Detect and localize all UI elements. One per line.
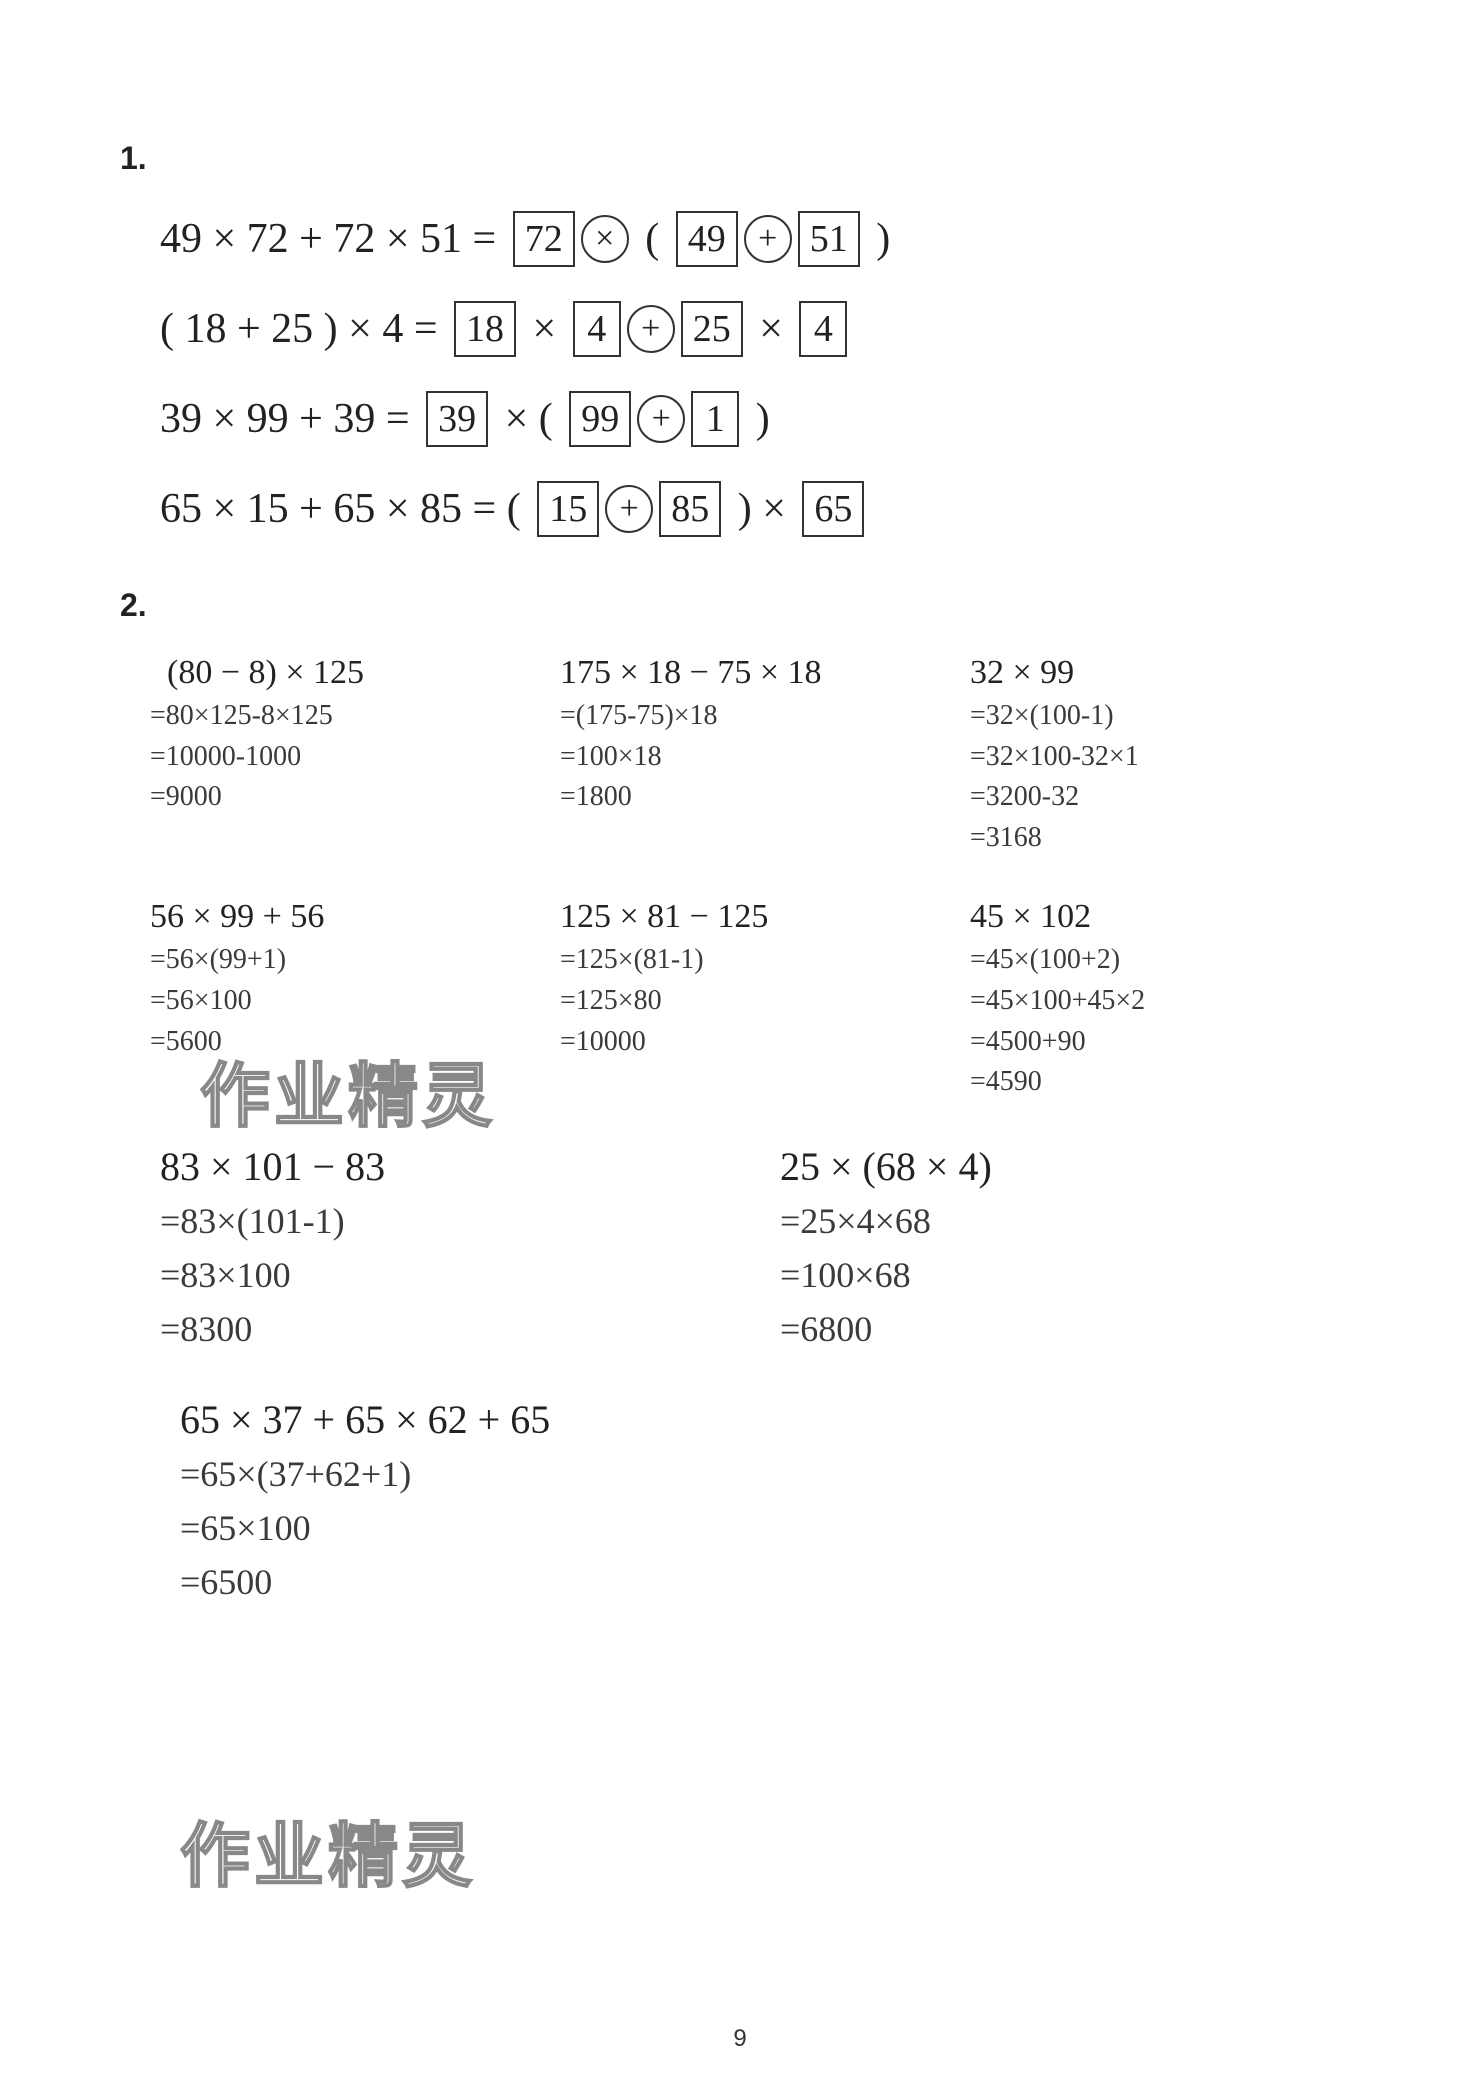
equation-text: 49 × 72 + 72 × 51 = (160, 215, 507, 263)
equation-text: × ( (494, 395, 563, 443)
equation-text: ) (866, 215, 891, 263)
circled-operator: × (581, 215, 629, 263)
boxed-value: 18 (454, 301, 516, 357)
circled-operator: + (744, 215, 792, 263)
calc-block: (80 − 8) × 125 =80×125-8×125=10000-1000=9… (150, 654, 540, 858)
calc-expression: (80 − 8) × 125 (150, 654, 540, 692)
calc-step: =6500 (180, 1555, 1360, 1609)
equation-text: × (749, 305, 794, 353)
equation-text: ) × (727, 485, 796, 533)
section-2-label: 2. (120, 587, 1360, 624)
boxed-value: 85 (659, 481, 721, 537)
calc-step: =3200-32 (970, 777, 1360, 818)
page-number: 9 (0, 2025, 1480, 2053)
calc-step: =125×(81-1) (560, 940, 950, 981)
calc-block: 56 × 99 + 56 =56×(99+1)=56×100=5600 (150, 898, 540, 1102)
calc-step: =4500+90 (970, 1022, 1360, 1063)
calc-block: 83 × 101 − 83=83×(101-1)=83×100=8300 (160, 1143, 740, 1356)
boxed-value: 1 (691, 391, 739, 447)
boxed-value: 72 (513, 211, 575, 267)
calc-step: =32×100-32×1 (970, 737, 1360, 778)
calc-step: =65×100 (180, 1501, 1360, 1555)
boxed-value: 49 (676, 211, 738, 267)
calc-step: =10000-1000 (150, 737, 540, 778)
calc-step: =9000 (150, 777, 540, 818)
calc-step: =45×(100+2) (970, 940, 1360, 981)
calc-step: =83×(101-1) (160, 1194, 740, 1248)
circled-operator: + (605, 485, 653, 533)
calc-step: =10000 (560, 1022, 950, 1063)
calc-block: 45 × 102 =45×(100+2)=45×100+45×2=4500+90=… (970, 898, 1360, 1102)
calc-expression: 83 × 101 − 83 (160, 1143, 740, 1190)
calc-step: =56×(99+1) (150, 940, 540, 981)
equation-text: ( (635, 215, 670, 263)
grid-row-2: 56 × 99 + 56 =56×(99+1)=56×100=5600 125 × … (150, 898, 1360, 1102)
boxed-value: 4 (799, 301, 847, 357)
boxed-value: 39 (426, 391, 488, 447)
calc-expression: 175 × 18 − 75 × 18 (560, 654, 950, 692)
boxed-value: 51 (798, 211, 860, 267)
calc-step: =1800 (560, 777, 950, 818)
circled-operator: + (637, 395, 685, 443)
boxed-value: 25 (681, 301, 743, 357)
equation-line: ( 18 + 25 ) × 4 = 18 × 4+25 × 4 (160, 301, 1360, 357)
equation-text: 65 × 15 + 65 × 85 = ( (160, 485, 531, 533)
calc-block: 32 × 99 =32×(100-1)=32×100-32×1=3200-32=3… (970, 654, 1360, 858)
boxed-value: 65 (802, 481, 864, 537)
calc-step: =125×80 (560, 981, 950, 1022)
equation-line: 65 × 15 + 65 × 85 = ( 15+85 ) × 65 (160, 481, 1360, 537)
equation-text: 39 × 99 + 39 = (160, 395, 420, 443)
calc-expression: 25 × (68 × 4) (780, 1143, 1360, 1190)
boxed-value: 15 (537, 481, 599, 537)
calc-step: =65×(37+62+1) (180, 1447, 1360, 1501)
equation-line: 49 × 72 + 72 × 51 = 72× ( 49+51 ) (160, 211, 1360, 267)
calc-step: =100×68 (780, 1248, 1360, 1302)
calc-step: =6800 (780, 1302, 1360, 1356)
calc-step: =25×4×68 (780, 1194, 1360, 1248)
calc-step: =56×100 (150, 981, 540, 1022)
calc-expression: 65 × 37 + 65 × 62 + 65 (180, 1396, 1360, 1443)
boxed-value: 99 (569, 391, 631, 447)
equation-line: 39 × 99 + 39 = 39 × ( 99+1 ) (160, 391, 1360, 447)
calc-expression: 125 × 81 − 125 (560, 898, 950, 936)
calc-step: =4590 (970, 1062, 1360, 1103)
calc-step: =32×(100-1) (970, 696, 1360, 737)
calc-step: =100×18 (560, 737, 950, 778)
calc-expression: 32 × 99 (970, 654, 1360, 692)
equation-text: ( 18 + 25 ) × 4 = (160, 305, 448, 353)
calc-expression: 56 × 99 + 56 (150, 898, 540, 936)
section-1-body: 49 × 72 + 72 × 51 = 72× ( 49+51 )( 18 + … (120, 211, 1360, 537)
calc-step: =3168 (970, 818, 1360, 859)
calc-step: =83×100 (160, 1248, 740, 1302)
calc-step: =8300 (160, 1302, 740, 1356)
calc-step: =80×125-8×125 (150, 696, 540, 737)
section-1-label: 1. (120, 140, 1360, 177)
calc-expression: 45 × 102 (970, 898, 1360, 936)
calc-step: =5600 (150, 1022, 540, 1063)
calc-step: =(175-75)×18 (560, 696, 950, 737)
watermark-text: 作业精灵 (180, 1800, 476, 1901)
circled-operator: + (627, 305, 675, 353)
boxed-value: 4 (573, 301, 621, 357)
calc-step: =45×100+45×2 (970, 981, 1360, 1022)
calc-block: 25 × (68 × 4)=25×4×68=100×68=6800 (780, 1143, 1360, 1356)
equation-text: ) (745, 395, 770, 443)
calc-last: 65 × 37 + 65 × 62 + 65=65×(37+62+1)=65×1… (180, 1396, 1360, 1609)
calc-block: 175 × 18 − 75 × 18 =(175-75)×18=100×18=18… (560, 654, 950, 858)
grid-row-1: (80 − 8) × 125 =80×125-8×125=10000-1000=9… (150, 654, 1360, 858)
calc-block: 125 × 81 − 125 =125×(81-1)=125×80=10000 (560, 898, 950, 1102)
page: 1. 49 × 72 + 72 × 51 = 72× ( 49+51 )( 18… (0, 0, 1480, 2093)
grid-pair: 83 × 101 − 83=83×(101-1)=83×100=830025 ×… (160, 1143, 1360, 1356)
equation-text: × (522, 305, 567, 353)
